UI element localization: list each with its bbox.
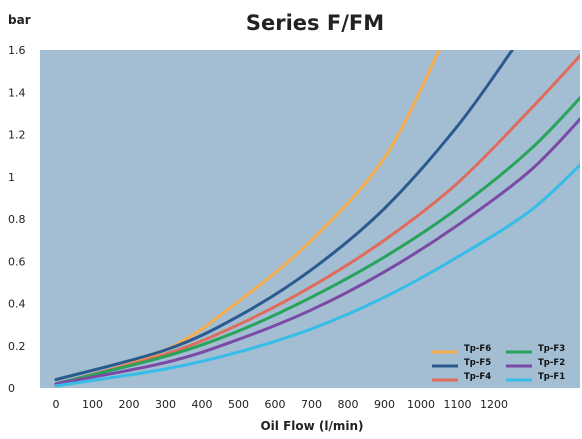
y-axis-label: bar: [8, 13, 31, 27]
x-tick-label: 600: [265, 398, 286, 411]
legend-label-tp-f5: Tp-F5: [464, 358, 491, 368]
y-axis-ticks: 0 0.2 0.4 0.6 0.8 1 1.2 1.4 1.6: [8, 44, 26, 395]
legend-label-tp-f4: Tp-F4: [464, 372, 491, 382]
y-tick-label: 0.2: [8, 340, 26, 353]
legend-label-tp-f3: Tp-F3: [538, 344, 565, 354]
x-tick-label: 500: [228, 398, 249, 411]
y-tick-label: 1.2: [8, 129, 26, 142]
x-axis-label: Oil Flow (l/min): [260, 419, 363, 433]
x-tick-label: 100: [82, 398, 103, 411]
plot-area: [40, 50, 580, 388]
y-tick-label: 1: [8, 171, 15, 184]
y-tick-label: 0.8: [8, 213, 26, 226]
x-tick-label: 0: [53, 398, 60, 411]
x-tick-label: 1000: [407, 398, 435, 411]
chart-title: Series F/FM: [246, 11, 384, 35]
legend-label-tp-f2: Tp-F2: [538, 358, 565, 368]
y-tick-label: 1.6: [8, 44, 26, 57]
x-tick-label: 700: [301, 398, 322, 411]
y-tick-label: 0.4: [8, 298, 26, 311]
x-tick-label: 1200: [480, 398, 508, 411]
x-tick-label: 800: [338, 398, 359, 411]
legend-label-tp-f6: Tp-F6: [464, 344, 491, 354]
y-tick-label: 0: [8, 382, 15, 395]
x-tick-label: 300: [155, 398, 176, 411]
y-tick-label: 1.4: [8, 86, 26, 99]
x-axis-ticks: 0 100 200 300 400 500 600 700 800 900 1000 1100 1200: [53, 398, 509, 411]
x-tick-label: 1100: [444, 398, 472, 411]
legend-label-tp-f1: Tp-F1: [538, 372, 565, 382]
x-tick-label: 400: [192, 398, 213, 411]
y-tick-label: 0.6: [8, 255, 26, 268]
x-tick-label: 900: [374, 398, 395, 411]
x-tick-label: 200: [119, 398, 140, 411]
